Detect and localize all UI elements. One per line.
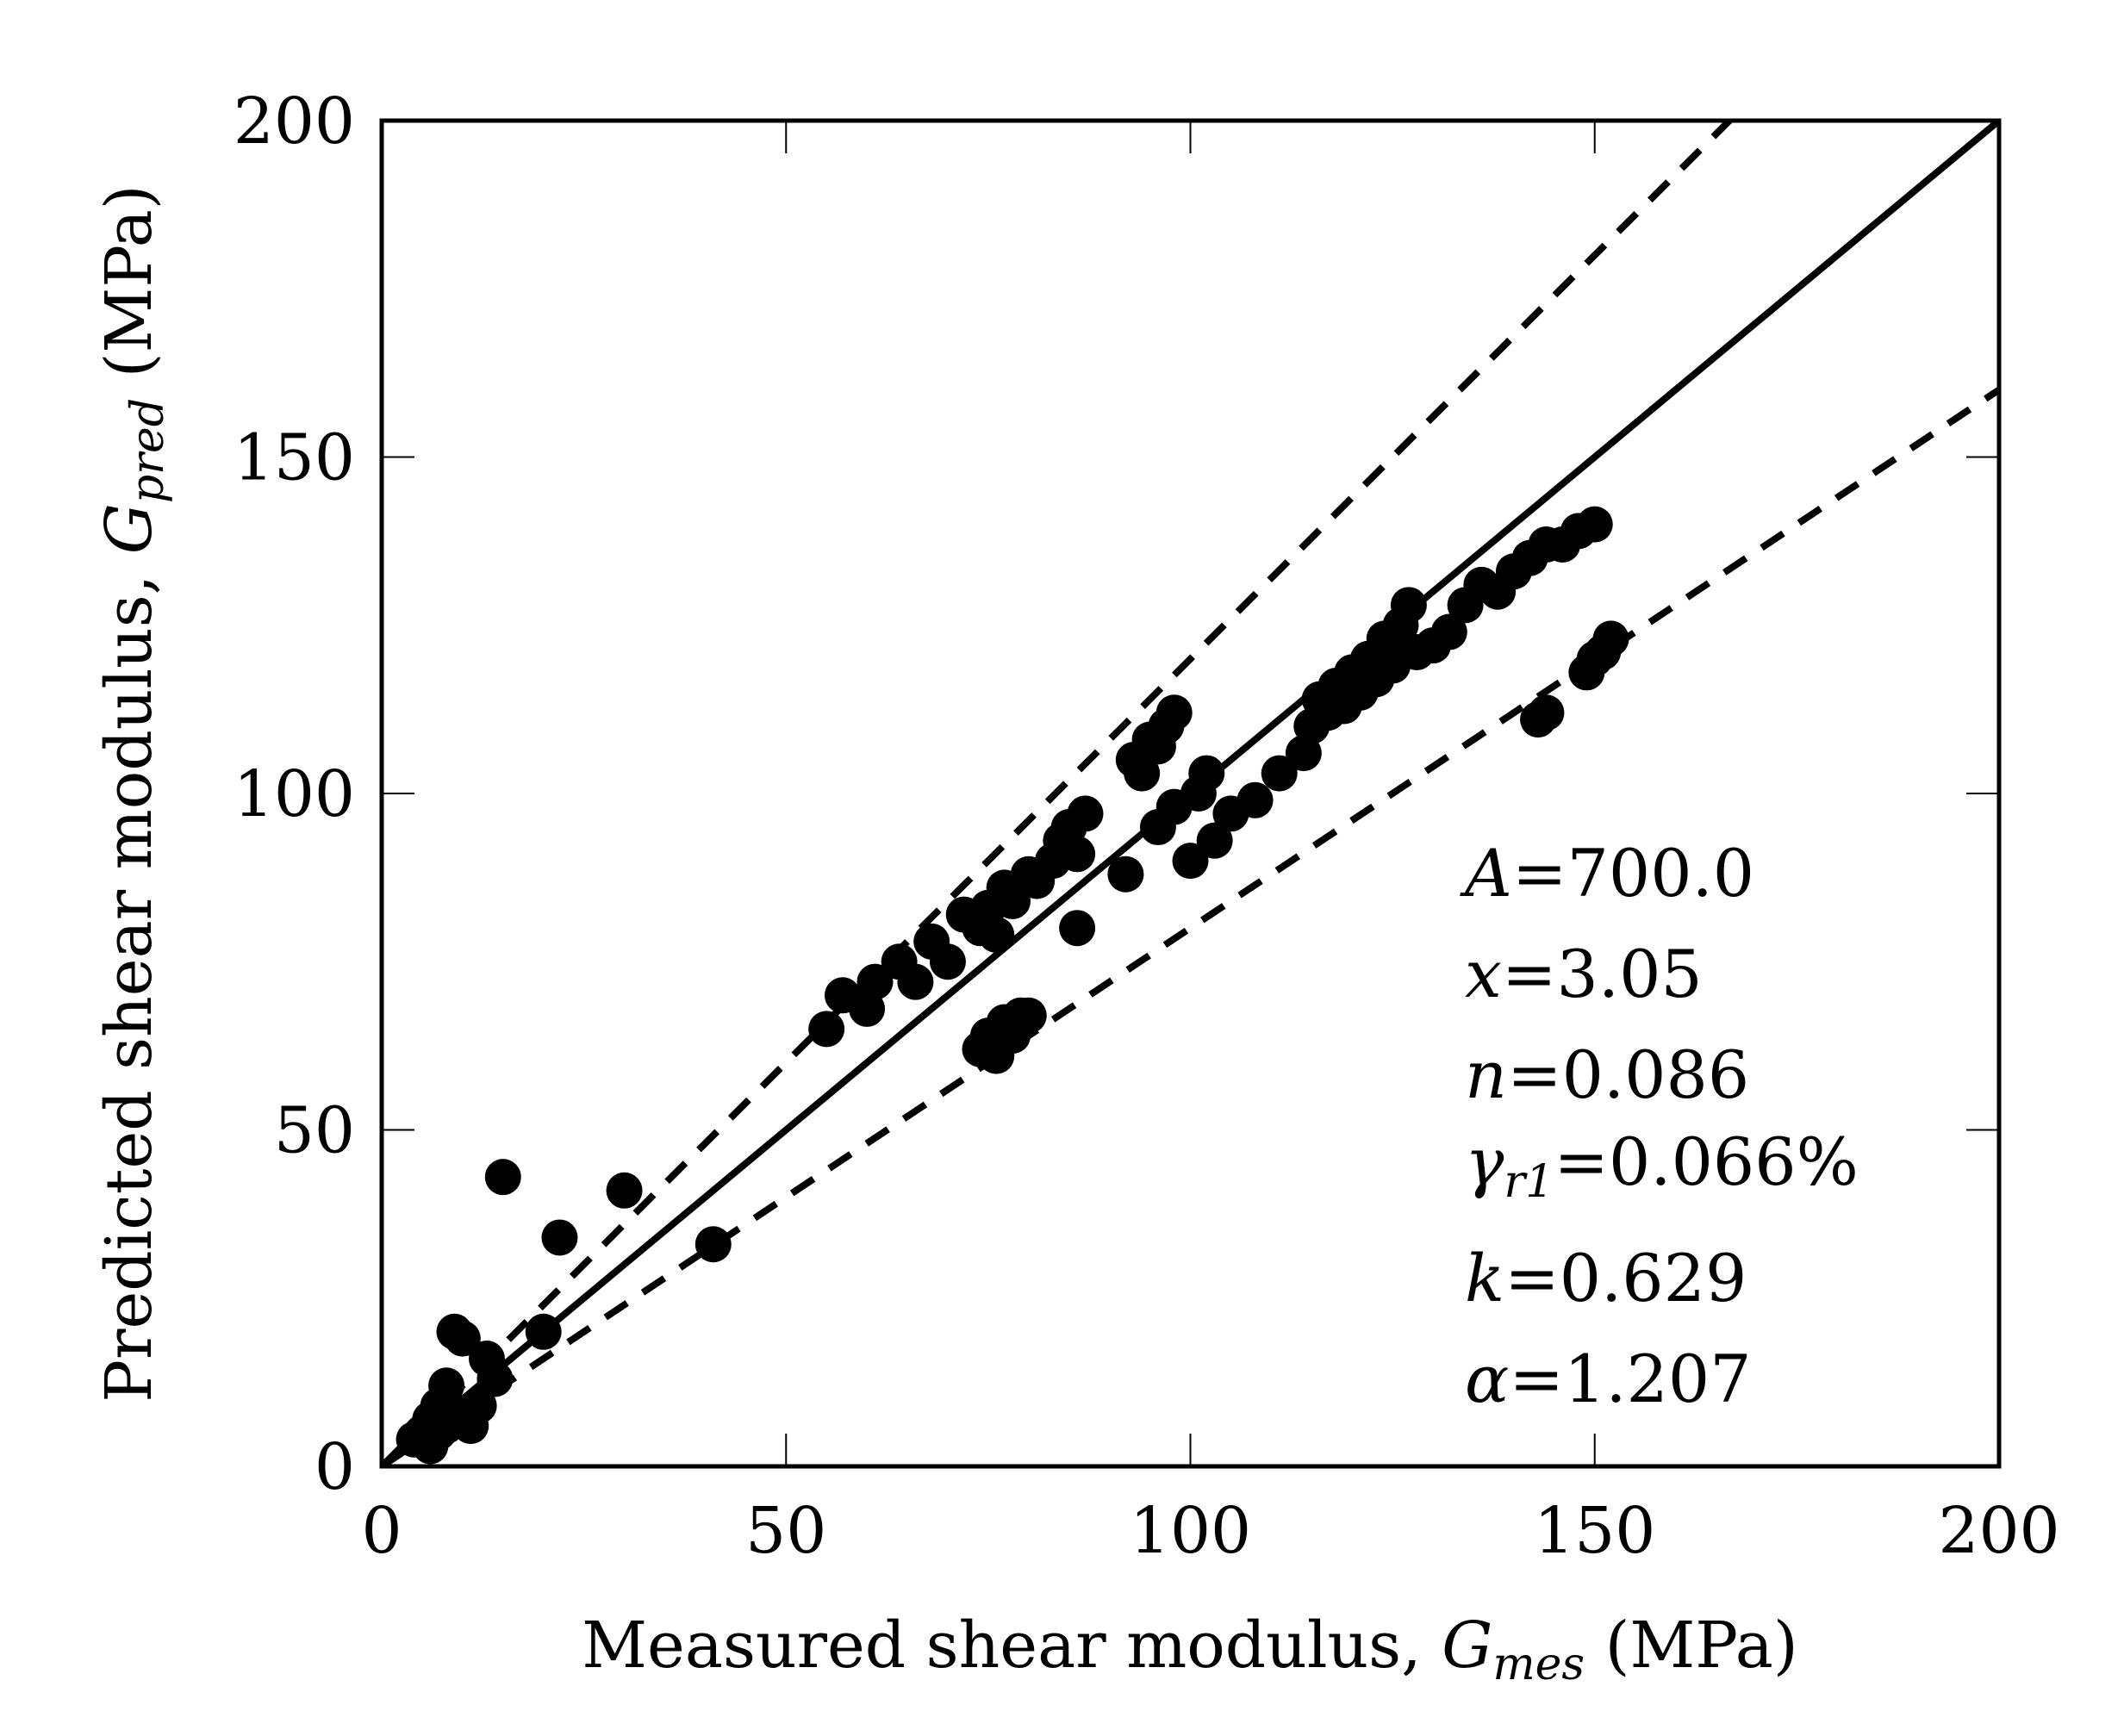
data-point <box>1155 694 1193 731</box>
upper-bound-dashed-line <box>382 121 1735 1466</box>
lower-bound-dashed-line <box>382 387 1999 1466</box>
data-point <box>897 963 934 1000</box>
y-tick-label: 150 <box>234 421 355 495</box>
parameter-annotations: A=700.0 x=3.05 n=0.086 γr1=0.066% k=0.62… <box>1460 835 1859 1417</box>
data-point <box>1059 910 1096 947</box>
data-point <box>994 882 1031 919</box>
data-point <box>808 1011 845 1048</box>
data-point <box>1067 795 1104 832</box>
x-axis-title-text: Measured shear modulus, <box>582 1608 1442 1683</box>
x-axis-unit: (MPa) <box>1585 1608 1798 1683</box>
x-tick-labels: 0 50 100 150 200 <box>361 1494 2059 1568</box>
data-point <box>978 917 1015 954</box>
y-tick-label: 200 <box>234 84 355 159</box>
data-point <box>444 1320 481 1357</box>
data-point <box>856 963 894 1000</box>
x-axis-symbol: G <box>1442 1608 1492 1683</box>
data-point <box>1390 587 1427 624</box>
data-point <box>476 1360 514 1397</box>
data-point <box>1010 997 1047 1034</box>
data-point <box>1172 843 1209 880</box>
annotation-gamma: γr1=0.066% <box>1465 1123 1859 1208</box>
y-axis-unit: (MPa) <box>92 184 166 398</box>
y-tick-label: 100 <box>234 757 355 831</box>
x-tick-label: 100 <box>1130 1494 1251 1568</box>
x-tick-label: 200 <box>1938 1494 2059 1568</box>
y-tick-labels: 0 50 100 150 200 <box>234 84 355 1504</box>
data-point <box>1528 694 1565 731</box>
data-point <box>1188 755 1225 792</box>
data-point <box>1592 620 1629 657</box>
data-point <box>695 1226 732 1263</box>
data-point <box>606 1172 643 1209</box>
data-point <box>1124 755 1161 792</box>
data-point <box>525 1313 562 1350</box>
annotation-alpha: α=1.207 <box>1465 1341 1752 1417</box>
annotation-k: k=0.629 <box>1465 1240 1747 1316</box>
y-tick-label: 0 <box>315 1430 355 1504</box>
x-tick-label: 0 <box>361 1494 402 1568</box>
annotation-x: x=3.05 <box>1465 936 1703 1012</box>
x-tick-label: 150 <box>1534 1494 1655 1568</box>
annotation-A: A=700.0 <box>1460 835 1754 912</box>
data-point <box>1196 822 1233 859</box>
annotation-n: n=0.086 <box>1465 1036 1749 1113</box>
x-axis-subscript: mes <box>1492 1639 1585 1690</box>
x-axis-title: Measured shear modulus, Gmes (MPa) <box>582 1608 1797 1690</box>
data-point <box>1059 836 1096 873</box>
y-axis-symbol: G <box>92 503 166 554</box>
y-axis-title-text: Predicted shear modulus, <box>92 554 166 1402</box>
y-tick-label: 50 <box>274 1094 355 1168</box>
data-point <box>1576 506 1613 543</box>
x-tick-label: 50 <box>745 1494 826 1568</box>
y-axis-title: Predicted shear modulus, Gpred (MPa) <box>92 184 174 1402</box>
data-point <box>1430 613 1467 650</box>
plot-frame <box>379 118 2002 1469</box>
data-point <box>929 943 966 980</box>
data-point <box>460 1387 497 1424</box>
data-point <box>1107 856 1144 893</box>
data-point <box>1261 755 1298 792</box>
data-series <box>396 506 1629 1465</box>
data-point <box>484 1159 521 1196</box>
data-point <box>541 1219 578 1256</box>
y-axis-subscript: pred <box>122 398 174 503</box>
data-point <box>1236 781 1274 818</box>
